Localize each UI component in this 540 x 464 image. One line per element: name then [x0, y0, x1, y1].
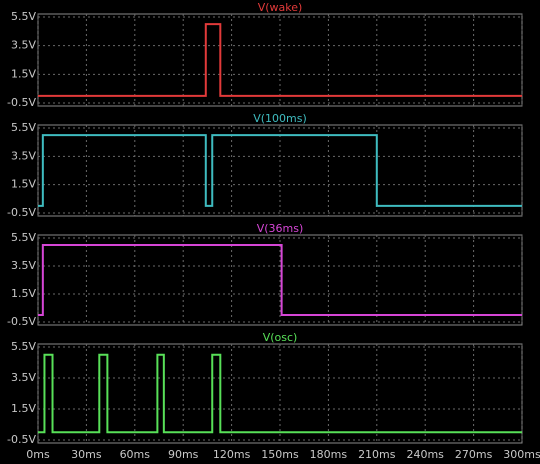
x-tick-label: 120ms	[213, 448, 251, 461]
line-series	[38, 23, 522, 97]
x-tick-label: 300ms	[503, 448, 540, 461]
x-tick-label: 150ms	[261, 448, 299, 461]
panel-title: V(100ms)	[253, 112, 307, 125]
panel-title: V(wake)	[258, 1, 303, 14]
x-tick-label: 0ms	[26, 448, 50, 461]
y-tick-label: 1.5V	[11, 178, 36, 191]
y-tick-label: 3.5V	[11, 149, 36, 162]
x-tick-label: 60ms	[120, 448, 151, 461]
y-tick-label: 1.5V	[11, 287, 36, 300]
y-tick-label: -0.5V	[7, 433, 36, 446]
line-series	[38, 244, 522, 316]
y-tick-label: -0.5V	[7, 206, 36, 219]
y-tick-label: 3.5V	[11, 371, 36, 384]
line-series	[38, 134, 522, 207]
y-tick-label: 1.5V	[11, 402, 36, 415]
y-tick-label: 3.5V	[11, 259, 36, 272]
y-tick-label: 5.5V	[11, 10, 36, 23]
y-tick-label: 5.5V	[11, 121, 36, 134]
x-tick-label: 210ms	[358, 448, 396, 461]
y-tick-label: 5.5V	[11, 231, 36, 244]
x-tick-label: 270ms	[455, 448, 493, 461]
y-tick-label: -0.5V	[7, 96, 36, 109]
x-tick-label: 30ms	[71, 448, 102, 461]
x-tick-label: 90ms	[168, 448, 199, 461]
y-tick-label: 3.5V	[11, 39, 36, 52]
y-tick-label: 1.5V	[11, 67, 36, 80]
x-tick-label: 180ms	[310, 448, 348, 461]
y-tick-label: 5.5V	[11, 340, 36, 353]
line-series	[38, 353, 522, 434]
panel-title: V(osc)	[263, 331, 298, 344]
x-tick-label: 240ms	[406, 448, 444, 461]
y-tick-label: -0.5V	[7, 315, 36, 328]
panel-title: V(36ms)	[257, 222, 304, 235]
